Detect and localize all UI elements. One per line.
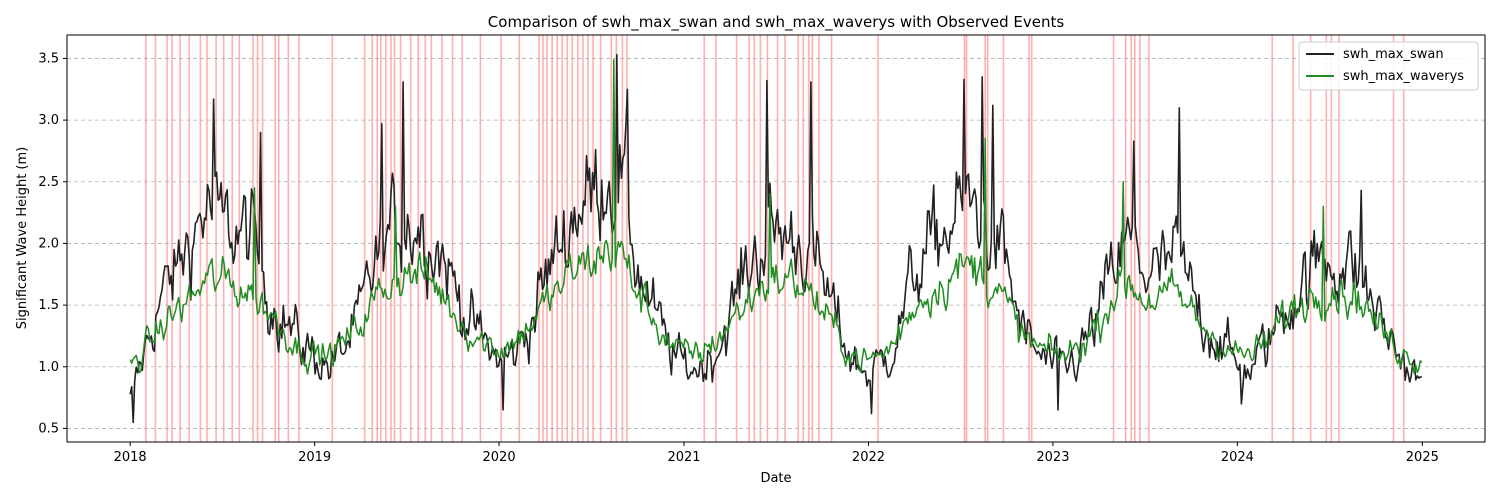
x-tick-label: 2025 (1406, 450, 1439, 465)
legend: swh_max_swan swh_max_waverys (1298, 41, 1479, 91)
y-tick-label: 1.5 (38, 298, 59, 313)
series-line-waverys (129, 58, 1423, 375)
legend-label-swan: swh_max_swan (1343, 47, 1444, 62)
y-tick-label: 1.0 (38, 360, 59, 375)
y-tick-label: 2.5 (38, 175, 59, 190)
series (129, 53, 1423, 424)
y-tick-label: 2.0 (38, 236, 59, 251)
legend-box (1298, 41, 1479, 91)
x-tick-label: 2022 (852, 450, 885, 465)
y-tick-label: 0.5 (38, 421, 59, 436)
x-axis-label: Date (760, 471, 791, 486)
plot-frame (66, 34, 1486, 443)
y-tick-label: 3.0 (38, 113, 59, 128)
x-tick-label: 2021 (667, 450, 700, 465)
y-axis: 0.5 1.0 1.5 2.0 2.5 3.0 3.5 (38, 51, 67, 436)
x-tick-label: 2019 (298, 450, 331, 465)
y-axis-label: Significant Wave Height (m) (15, 147, 30, 329)
y-tick-label: 3.5 (38, 51, 59, 66)
chart-title: Comparison of swh_max_swan and swh_max_w… (488, 13, 1065, 32)
x-tick-label: 2023 (1036, 450, 1069, 465)
grid (67, 58, 1485, 429)
x-tick-label: 2018 (114, 450, 147, 465)
x-tick-label: 2024 (1221, 450, 1254, 465)
x-tick-label: 2020 (483, 450, 516, 465)
legend-label-waverys: swh_max_waverys (1343, 69, 1464, 84)
x-axis: 2018 2019 2020 2021 2022 2023 2024 2025 (114, 442, 1439, 465)
